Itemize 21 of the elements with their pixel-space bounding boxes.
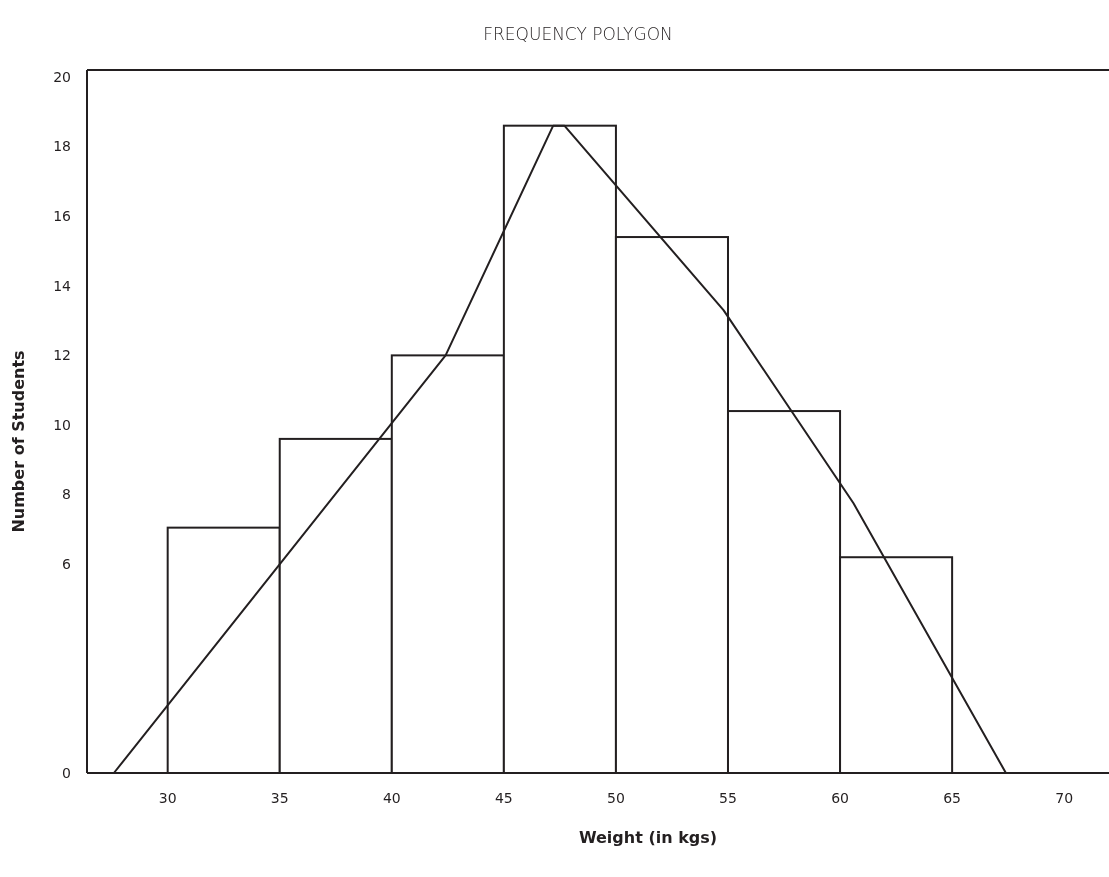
y-tick-label: 20: [53, 68, 71, 85]
y-tick-label: 6: [62, 556, 72, 573]
y-tick-label: 8: [62, 486, 71, 503]
y-tick-label: 0: [62, 764, 71, 781]
x-tick-label: 65: [943, 790, 962, 806]
x-tick-label: 50: [607, 790, 625, 806]
x-tick-label: 60: [831, 790, 849, 806]
y-tick-label: 16: [53, 208, 72, 225]
y-tick-label: 10: [53, 416, 71, 433]
x-tick-label: 40: [382, 790, 401, 806]
x-axis-title: Weight (in kgs): [578, 828, 718, 847]
chart-title: FREQUENCY POLYGON: [483, 24, 673, 44]
y-tick-label: 18: [53, 138, 71, 155]
x-tick-label: 45: [494, 790, 513, 806]
x-tick-label: 30: [158, 790, 177, 806]
y-tick-label: 14: [53, 277, 72, 294]
x-tick-label: 70: [1055, 790, 1074, 806]
y-tick-label: 12: [53, 347, 71, 364]
x-tick-label: 55: [719, 790, 737, 806]
y-axis-title: Number of Students: [9, 350, 28, 533]
x-tick-label: 35: [270, 790, 289, 806]
